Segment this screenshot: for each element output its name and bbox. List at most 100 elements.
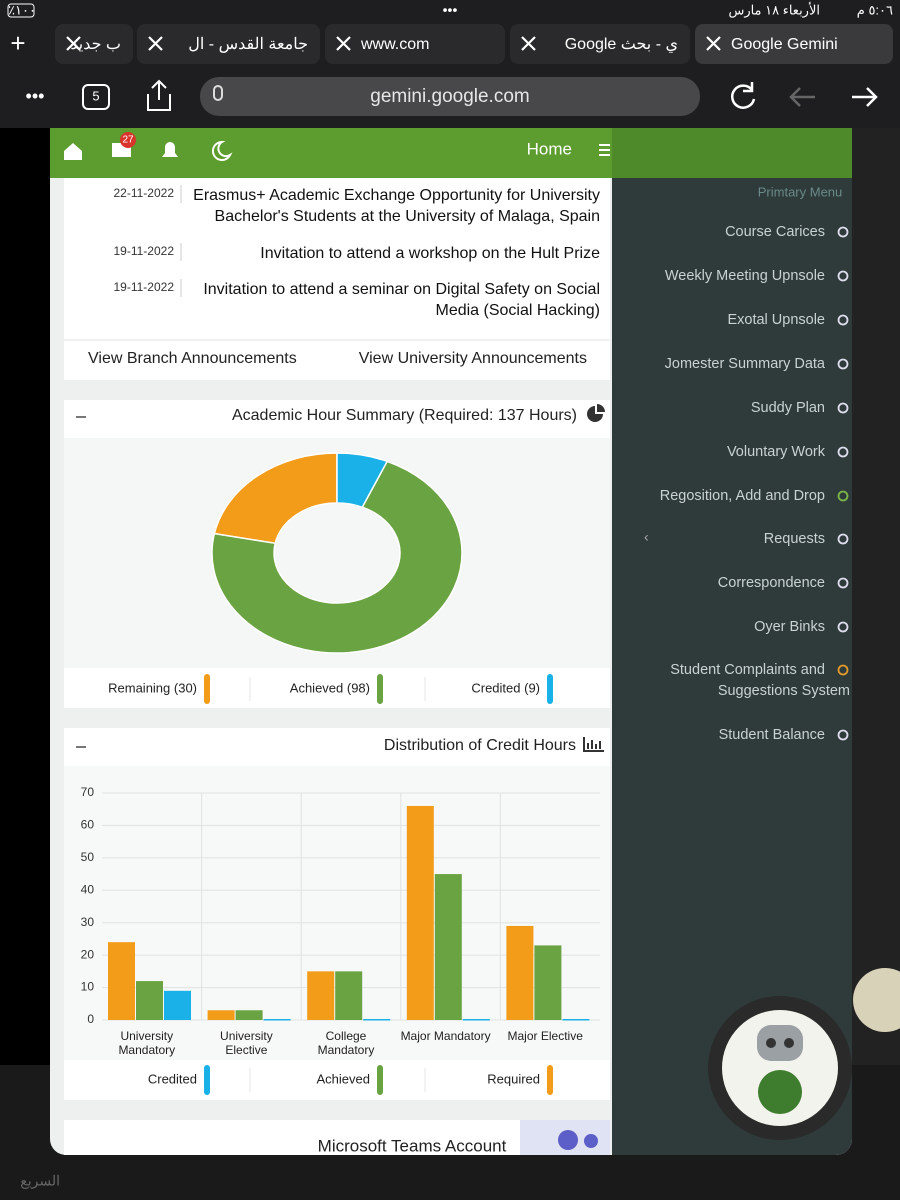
x-tick-label: Mandatory xyxy=(118,1043,175,1057)
menu-item[interactable]: Requests xyxy=(764,531,825,547)
url: gemini.google.com xyxy=(370,86,529,107)
menu-item[interactable]: Correspondence xyxy=(718,575,825,591)
forward[interactable] xyxy=(852,87,878,107)
tab-close[interactable] xyxy=(706,36,721,51)
y-tick-label: 60 xyxy=(81,818,95,832)
menu-icon xyxy=(837,446,849,458)
status-date: الأربعاء ١٨ مارس xyxy=(728,1,820,18)
chatbot-button[interactable] xyxy=(722,1010,838,1126)
menu-item[interactable]: Exotal Upnsole xyxy=(727,312,825,328)
menu-item[interactable]: Regosition, Add and Drop xyxy=(660,488,825,504)
share-icon[interactable] xyxy=(147,79,171,111)
tab-title: Google Gemini xyxy=(731,36,838,53)
robot-head xyxy=(757,1025,803,1061)
announcement-text[interactable]: Invitation to attend a workshop on the H… xyxy=(260,245,600,262)
address-bar[interactable] xyxy=(200,77,700,116)
legend-swatch xyxy=(204,674,210,704)
bar xyxy=(164,990,191,1020)
bar xyxy=(462,1019,490,1021)
menu-item[interactable]: Weekly Meeting Upnsole xyxy=(665,268,825,284)
tab-close[interactable] xyxy=(336,36,351,51)
donut-segment xyxy=(336,452,389,509)
menu-item[interactable]: Student Balance xyxy=(719,727,825,743)
tab-close[interactable] xyxy=(521,36,536,51)
bar xyxy=(363,1019,391,1021)
announcement-text[interactable]: Media (Social Hacking) xyxy=(435,302,600,319)
menu-item[interactable]: Voluntary Work xyxy=(727,444,826,460)
back[interactable] xyxy=(789,87,815,107)
dots: ••• xyxy=(443,2,458,18)
tab-close[interactable] xyxy=(66,36,81,51)
collapse[interactable]: ‹ xyxy=(644,529,649,545)
robot-eye xyxy=(766,1038,776,1048)
announcement-text[interactable]: Invitation to attend a seminar on Digita… xyxy=(203,281,600,298)
tab-title: ب جديد xyxy=(70,36,121,53)
x-tick-label: University xyxy=(120,1029,173,1043)
tab-count-box[interactable] xyxy=(82,84,110,110)
x-tick-label: Major Mandatory xyxy=(401,1029,491,1043)
menu-item[interactable]: Oyer Binks xyxy=(754,619,825,635)
tab[interactable] xyxy=(137,24,320,64)
y-tick-label: 50 xyxy=(81,850,95,864)
bar xyxy=(335,971,363,1020)
tab[interactable] xyxy=(325,24,505,64)
bar xyxy=(235,1010,263,1020)
pie-icon xyxy=(587,404,605,422)
menu-icon xyxy=(837,490,849,502)
legend-swatch xyxy=(547,1065,553,1095)
bar xyxy=(263,1019,291,1021)
menu-dots[interactable]: ••• xyxy=(26,86,45,106)
new-tab[interactable]: + xyxy=(10,28,25,58)
home-link[interactable]: Home xyxy=(527,139,572,158)
tab[interactable] xyxy=(55,24,133,64)
menu-item[interactable]: Suddy Plan xyxy=(751,400,825,416)
home-icon[interactable] xyxy=(64,143,82,160)
teams-card xyxy=(64,1120,610,1155)
y-tick-label: 40 xyxy=(81,882,95,896)
x-tick-label: Mandatory xyxy=(318,1043,375,1057)
menu-item[interactable]: Suggestions System xyxy=(718,683,850,699)
moon-icon[interactable] xyxy=(211,140,233,161)
mic-icon[interactable] xyxy=(213,85,223,101)
menu-item[interactable]: Student Complaints and xyxy=(670,662,825,678)
background-page xyxy=(852,128,900,1200)
y-tick-label: 70 xyxy=(81,785,95,799)
menu-icon xyxy=(837,664,849,676)
x-tick-label: College xyxy=(326,1029,367,1043)
menu-icon xyxy=(837,358,849,370)
y-tick-label: 10 xyxy=(81,980,95,994)
tab[interactable] xyxy=(510,24,690,64)
sidebar-header xyxy=(612,128,852,178)
link-branch[interactable]: View Branch Announcements xyxy=(88,350,297,367)
announcement-text[interactable]: Bachelor's Students at the University of… xyxy=(215,208,600,225)
menu-icon xyxy=(837,729,849,741)
bell-icon[interactable] xyxy=(162,142,178,157)
bar xyxy=(136,981,163,1020)
battery: ٪١٠٠ xyxy=(8,2,36,17)
menu-item[interactable]: Jomester Summary Data xyxy=(665,356,826,372)
announcement-date: 19-11-2022 xyxy=(114,280,175,294)
teams-logo xyxy=(584,1134,598,1148)
bar xyxy=(307,971,335,1020)
announcement-date: 22-11-2022 xyxy=(114,186,175,200)
bar-title: Distribution of Credit Hours xyxy=(384,737,576,754)
tab-count: 5 xyxy=(92,88,99,103)
teams-logo xyxy=(558,1130,578,1150)
tab-close[interactable] xyxy=(148,36,163,51)
tab[interactable] xyxy=(695,24,893,64)
robot-eye xyxy=(784,1038,794,1048)
menu-icon[interactable] xyxy=(599,144,610,156)
reload[interactable] xyxy=(731,82,756,109)
bottom-label: السريع xyxy=(20,1173,60,1190)
x-tick-label: Major Elective xyxy=(508,1029,584,1043)
tab-title: ي - بحث Google xyxy=(565,36,678,53)
announcement-text[interactable]: Erasmus+ Academic Exchange Opportunity f… xyxy=(193,187,600,204)
link-university[interactable]: View University Announcements xyxy=(359,350,587,367)
donut-title: Academic Hour Summary (Required: 137 Hou… xyxy=(232,407,577,424)
tab-title: جامعة القدس - ال xyxy=(188,36,308,53)
tab-title: www.com xyxy=(360,36,429,53)
announcements-card xyxy=(64,178,610,380)
menu-item[interactable]: Course Carices xyxy=(725,224,825,240)
